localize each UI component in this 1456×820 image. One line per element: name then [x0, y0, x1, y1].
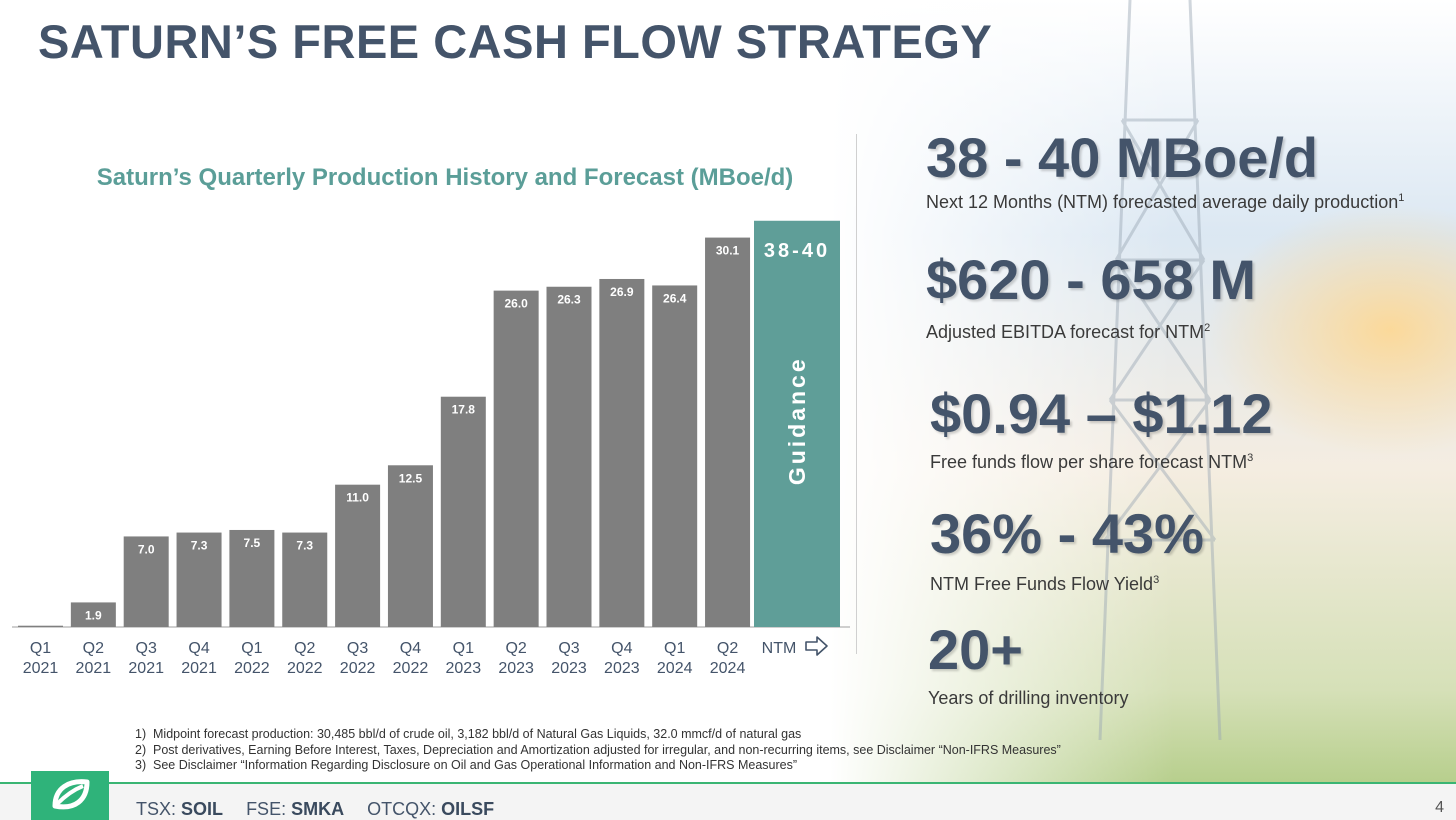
metric-caption: NTM Free Funds Flow Yield3: [930, 574, 1160, 594]
page-number: 4: [1435, 799, 1444, 816]
x-tick-label: 2021: [23, 660, 59, 677]
x-tick-label: 2023: [498, 660, 534, 677]
x-tick-label: Q3: [347, 640, 368, 657]
ticker-tsx: TSX: SOIL: [136, 799, 224, 819]
bar: [440, 396, 486, 627]
bar: [229, 529, 275, 627]
page-title: SATURN’S FREE CASH FLOW STRATEGY: [38, 15, 993, 68]
x-tick-label: 2022: [393, 660, 429, 677]
x-tick-label: Q1: [241, 640, 262, 657]
drilling-rig-illustration: [1060, 0, 1260, 741]
bar: [176, 532, 222, 627]
ticker-fse: FSE: SMKA: [246, 799, 345, 819]
metric-ffps: $0.94 – $1.12 Free funds flow per share …: [930, 386, 1273, 473]
metric-caption: Years of drilling inventory: [928, 688, 1129, 708]
x-tick-label: 2023: [551, 660, 587, 677]
bar-value-label: 11.0: [346, 491, 369, 505]
guidance-value-label: 38-40: [764, 240, 830, 262]
x-tick-label: Q1: [30, 640, 51, 657]
x-tick-label: 2023: [604, 660, 640, 677]
guidance-bar: [754, 220, 840, 627]
metric-production: 38 - 40 MBoe/d Next 12 Months (NTM) fore…: [926, 130, 1404, 213]
x-tick-label: Q3: [558, 640, 579, 657]
x-tick-label: Q3: [136, 640, 157, 657]
bar-value-label: 26.3: [557, 293, 581, 307]
x-tick-label: Q2: [717, 640, 738, 657]
x-tick-label: 2021: [181, 660, 217, 677]
bar: [599, 278, 645, 627]
bar-value-label: 7.3: [191, 539, 208, 553]
guidance-vertical-label: Guidance: [784, 356, 810, 485]
bar: [70, 602, 116, 627]
footer-accent-line: [0, 782, 1456, 784]
vertical-divider: [856, 134, 857, 654]
x-tick-label: Q4: [611, 640, 632, 657]
bar: [546, 286, 592, 627]
footnotes: 1) Midpoint forecast production: 30,485 b…: [135, 727, 1061, 774]
bar-value-label: 26.0: [504, 297, 528, 311]
bar: [335, 484, 381, 627]
right-arrow-icon: [805, 636, 828, 656]
metric-value: $620 - 658 M: [926, 248, 1256, 311]
production-bar-chart: Q1 2021 1.9 Q2 2021 7.0 Q3 2021 7.3 Q4 2021 7.5 Q1 20…: [12, 220, 850, 677]
x-tick-label: 2022: [340, 660, 376, 677]
metric-caption: Next 12 Months (NTM) forecasted average …: [926, 192, 1405, 212]
bar: [387, 465, 433, 627]
bar: [282, 532, 328, 627]
background-photo: [830, 0, 1456, 784]
saturn-leaf-icon: [31, 771, 109, 820]
x-tick-label-ntm: NTM: [762, 640, 797, 657]
x-tick-label: 2022: [234, 660, 270, 677]
bar: [18, 625, 63, 627]
footnote: 3) See Disclaimer “Information Regarding …: [135, 758, 798, 772]
bar-value-label: 7.0: [138, 542, 155, 556]
footer-bar: [0, 784, 1456, 820]
x-tick-label: Q2: [294, 640, 315, 657]
metric-value: 20+: [928, 618, 1023, 681]
metric-value: 38 - 40 MBoe/d: [926, 126, 1319, 189]
bar-value-label: 7.5: [244, 536, 261, 550]
x-tick-label: Q4: [188, 640, 209, 657]
metric-value: 36% - 43%: [930, 502, 1204, 565]
bar-value-label: 7.3: [296, 539, 313, 553]
bar: [493, 290, 539, 627]
ticker-otcqx: OTCQX: OILSF: [367, 799, 495, 819]
bar-value-label: 1.9: [85, 608, 102, 622]
x-tick-label: Q4: [400, 640, 421, 657]
metric-yield: 36% - 43% NTM Free Funds Flow Yield3: [930, 506, 1204, 595]
bar: [652, 285, 698, 627]
stock-tickers: TSX: SOIL FSE: SMKA OTCQX: OILSF: [136, 799, 494, 820]
bar-value-label: 26.9: [610, 285, 634, 299]
x-tick-label: 2024: [657, 660, 693, 677]
x-tick-label: Q1: [664, 640, 685, 657]
x-tick-label: 2021: [128, 660, 164, 677]
bar: [705, 237, 751, 628]
metric-caption: Free funds flow per share forecast NTM3: [930, 452, 1254, 472]
x-tick-label: Q1: [453, 640, 474, 657]
x-tick-label: Q2: [505, 640, 526, 657]
metric-ebitda: $620 - 658 M Adjusted EBITDA forecast fo…: [926, 252, 1256, 343]
chart-title: Saturn’s Quarterly Production History an…: [96, 164, 794, 191]
x-tick-label: 2022: [287, 660, 323, 677]
bar-value-label: 12.5: [399, 471, 423, 485]
bar-value-label: 26.4: [663, 291, 687, 305]
footnote: 1) Midpoint forecast production: 30,485 b…: [135, 727, 802, 741]
bar: [123, 536, 169, 627]
metric-caption: Adjusted EBITDA forecast for NTM2: [926, 322, 1211, 342]
x-tick-label: 2021: [76, 660, 112, 677]
x-tick-label: 2024: [710, 660, 746, 677]
x-tick-label: Q2: [83, 640, 104, 657]
bar-value-label: 17.8: [452, 403, 476, 417]
metric-value: $0.94 – $1.12: [930, 382, 1273, 445]
metric-inventory: 20+ Years of drilling inventory: [928, 622, 1128, 709]
bar-value-label: 30.1: [716, 244, 740, 258]
footnote: 2) Post derivatives, Earning Before Inter…: [135, 742, 1061, 757]
x-tick-label: 2023: [446, 660, 482, 677]
